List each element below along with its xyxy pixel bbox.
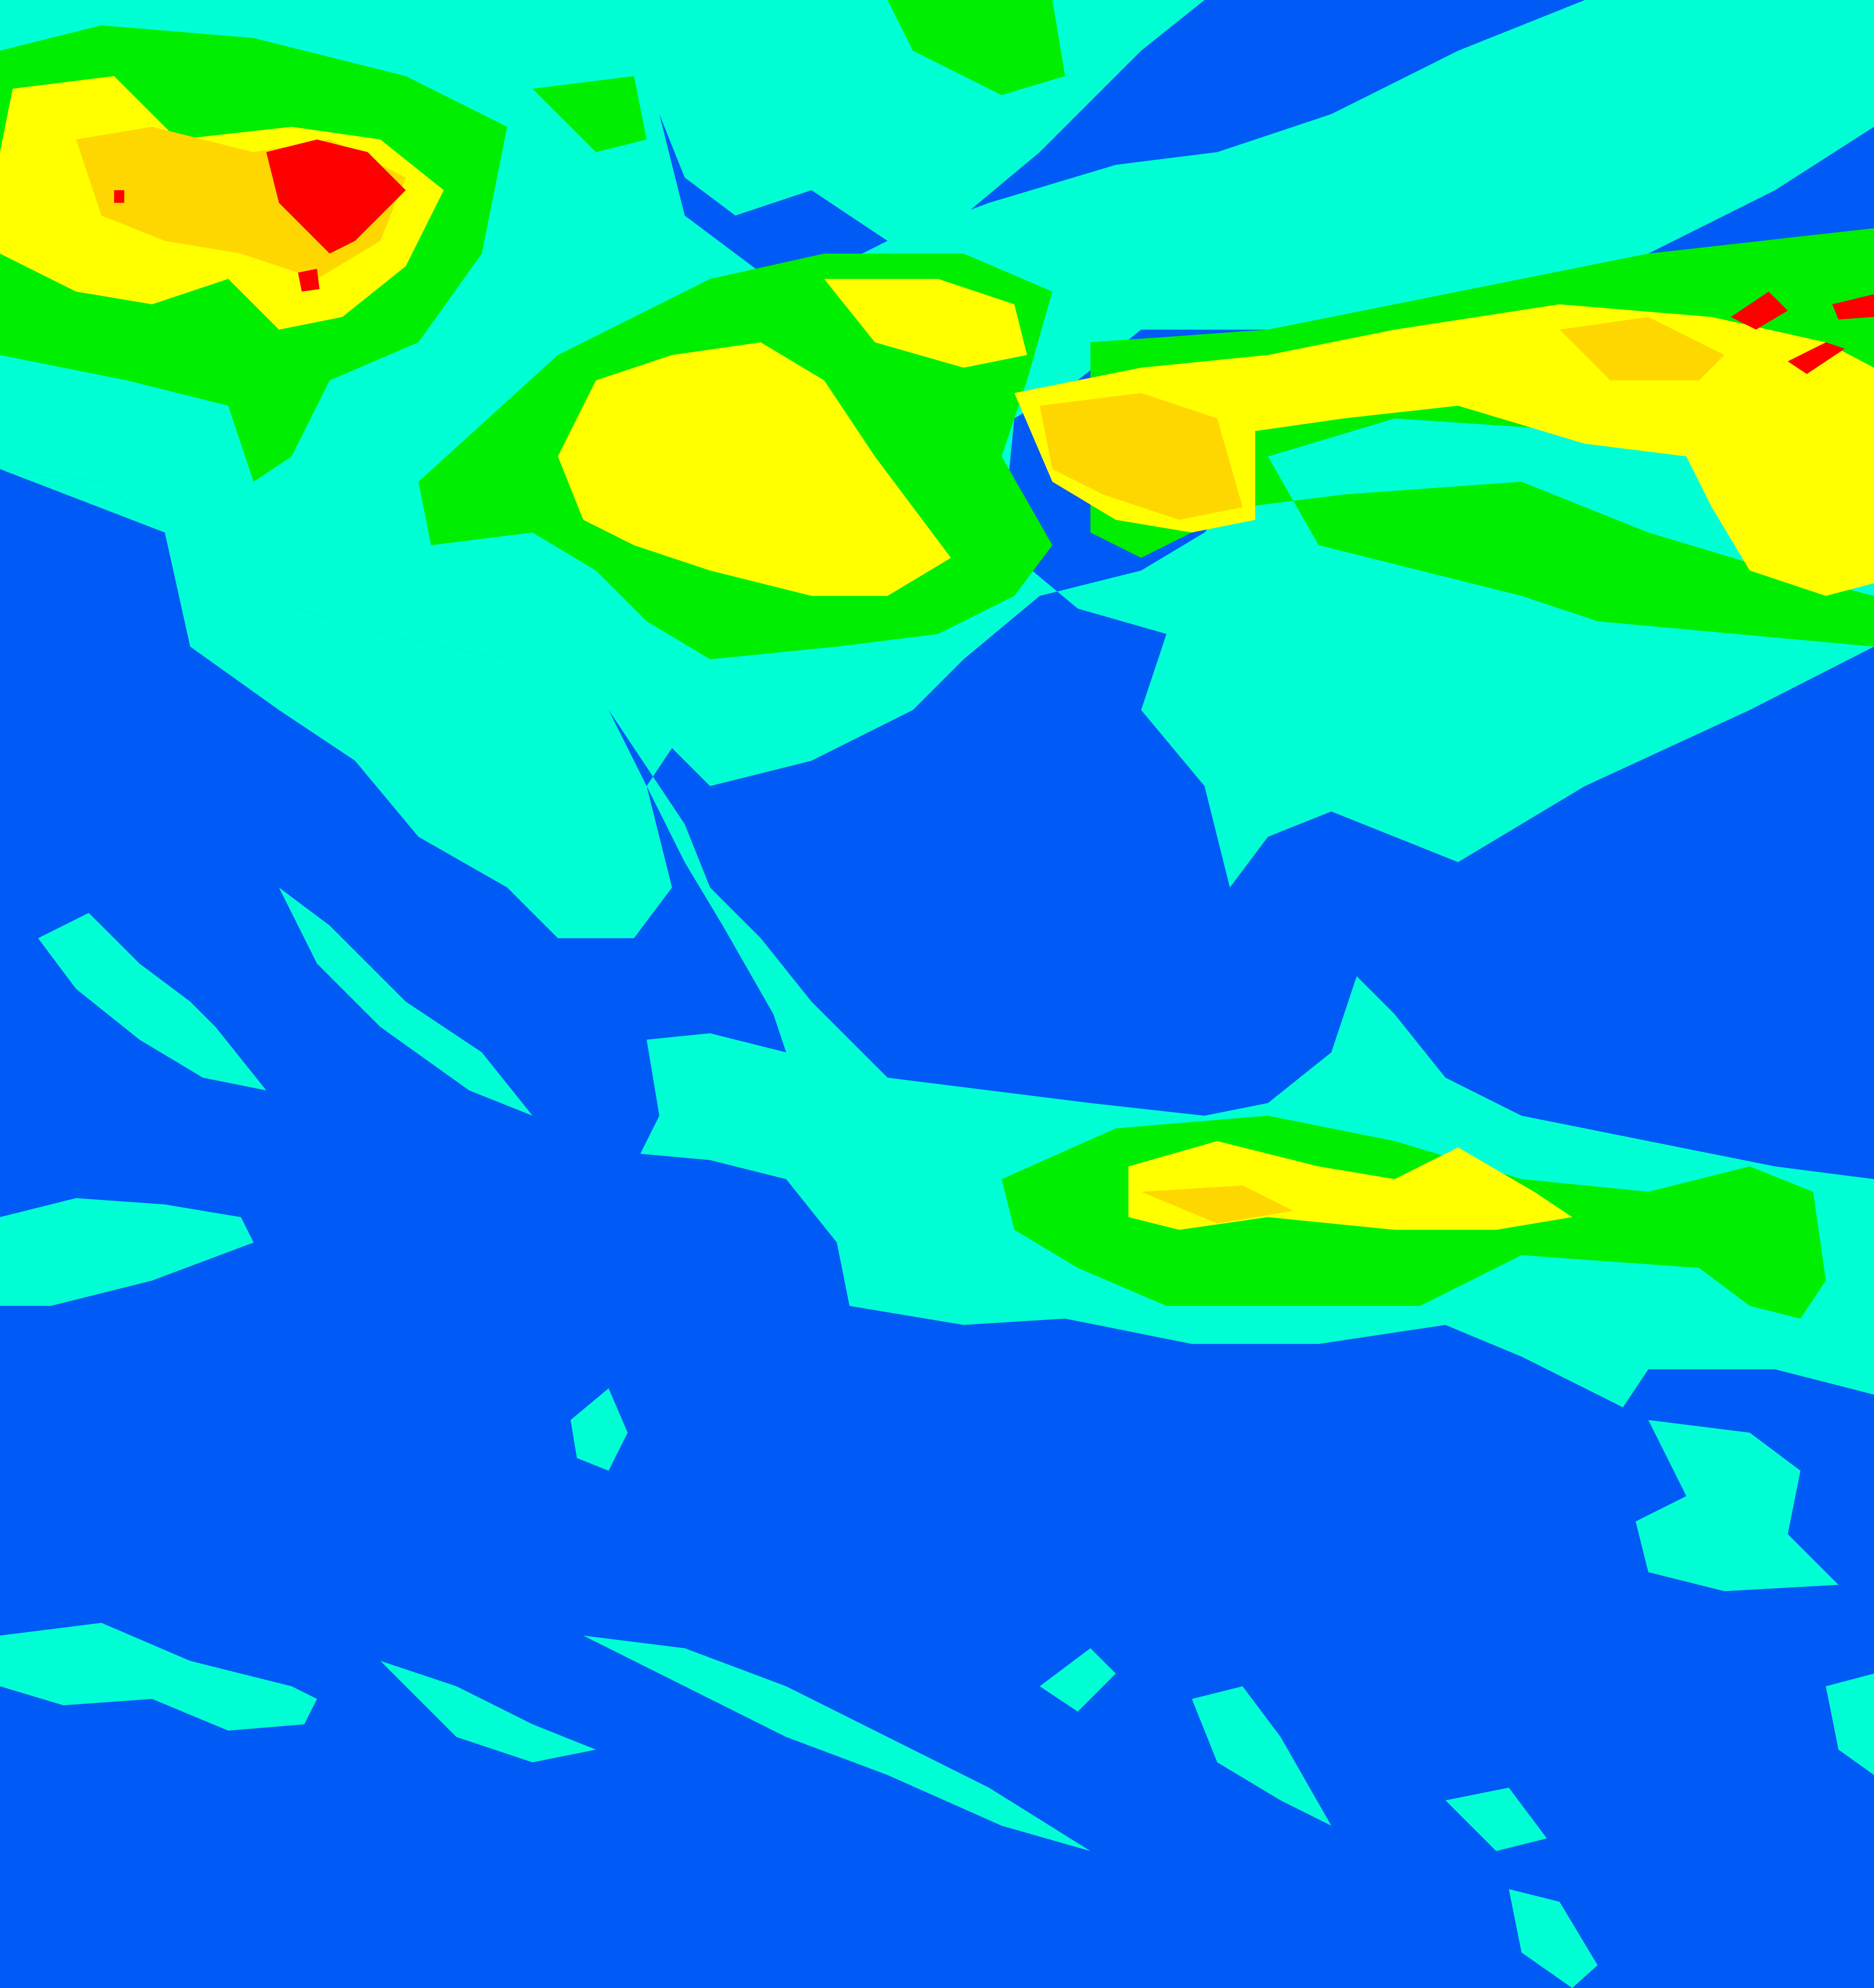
upper-band bbox=[0, 0, 1874, 1408]
se-edge bbox=[1826, 1673, 1874, 1775]
west-streak-1 bbox=[38, 913, 266, 1091]
nw-red bbox=[266, 139, 406, 254]
ne-red-3 bbox=[1787, 342, 1845, 374]
mid-blob bbox=[570, 1388, 628, 1471]
central-yellow bbox=[558, 342, 951, 596]
west-streak-2 bbox=[279, 887, 533, 1116]
western-coast-band bbox=[0, 469, 672, 939]
south-blob-2 bbox=[1192, 1686, 1332, 1826]
nw-red-2 bbox=[298, 269, 320, 292]
south-orange bbox=[1141, 1185, 1293, 1224]
ne-red bbox=[1731, 291, 1788, 330]
west-blob bbox=[0, 1198, 254, 1306]
bottom-right-streak bbox=[1509, 1889, 1598, 1988]
bottom-blob bbox=[1445, 1788, 1547, 1851]
sw-streak-2 bbox=[380, 1661, 596, 1763]
class-6-regions bbox=[114, 139, 1874, 374]
top-green-2 bbox=[532, 76, 647, 152]
sw-streak-3 bbox=[583, 1635, 1091, 1851]
se-blob bbox=[1635, 1420, 1839, 1591]
ne-red-2 bbox=[1832, 294, 1874, 320]
central-yellow-2 bbox=[824, 279, 1027, 368]
east-orange-2 bbox=[1559, 317, 1725, 381]
nw-red-3 bbox=[114, 190, 125, 203]
sw-streak-1 bbox=[0, 1623, 317, 1731]
south-blob-1 bbox=[1040, 1648, 1116, 1712]
top-green bbox=[887, 0, 1065, 95]
